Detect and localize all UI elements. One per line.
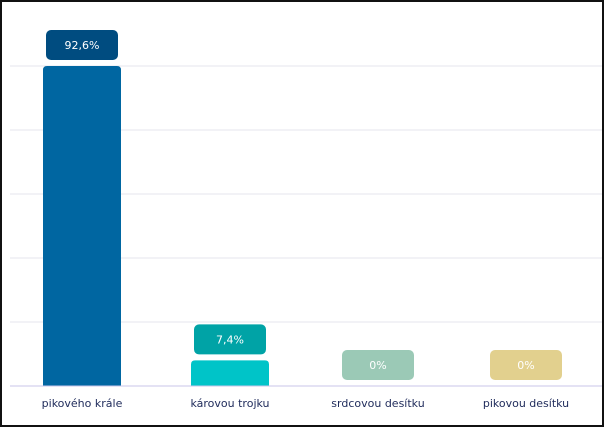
category-label: károvou trojku — [190, 397, 269, 410]
data-label-box — [194, 324, 266, 355]
data-label: 0% — [369, 359, 386, 372]
data-label: 7,4% — [216, 333, 244, 346]
data-label-box — [46, 30, 118, 60]
bars: 92,6% 7,4% 0% 0% — [43, 30, 562, 386]
data-label-box — [342, 350, 414, 380]
category-labels: pikového krále károvou trojku srdcovou des… — [42, 397, 570, 410]
bar — [43, 66, 121, 386]
bar — [191, 360, 269, 386]
data-label-box — [490, 350, 562, 380]
category-label: pikovou desítku — [483, 397, 569, 410]
category-label: srdcovou desítku — [331, 397, 424, 410]
data-label: 0% — [517, 359, 534, 372]
category-label: pikového krále — [42, 397, 123, 410]
data-label: 92,6% — [65, 39, 100, 52]
